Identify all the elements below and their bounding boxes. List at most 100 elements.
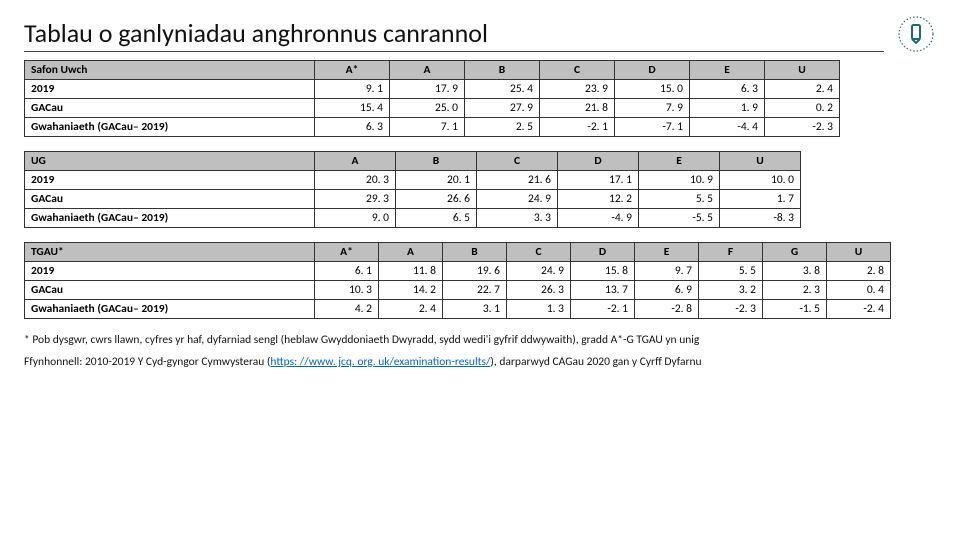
cell: 3. 8 <box>763 262 827 281</box>
cell: -2. 1 <box>571 300 635 319</box>
data-table: TGAU*A*ABCDEFGU20196. 111. 819. 624. 915… <box>24 242 891 319</box>
column-header: E <box>690 61 765 80</box>
cell: -2. 3 <box>765 118 840 137</box>
cell: 2. 8 <box>827 262 891 281</box>
source-link[interactable]: https: //www. jcq. org. uk/examination-r… <box>270 355 490 369</box>
cell: 12. 2 <box>558 190 639 209</box>
cell: -2. 3 <box>699 300 763 319</box>
column-header: D <box>571 243 635 262</box>
table-header-label: UG <box>25 152 315 171</box>
source-suffix: ), darparwyd CAGau 2020 gan y Cyrff Dyfa… <box>490 355 701 369</box>
cell: 15. 4 <box>315 99 390 118</box>
logo-badge <box>896 14 936 54</box>
cell: 2. 3 <box>763 281 827 300</box>
cell: 1. 9 <box>690 99 765 118</box>
cell: 5. 5 <box>699 262 763 281</box>
row-label: GACau <box>25 281 315 300</box>
column-header: C <box>540 61 615 80</box>
cell: 2. 4 <box>765 80 840 99</box>
cell: 25. 4 <box>465 80 540 99</box>
column-header: U <box>827 243 891 262</box>
column-header: B <box>396 152 477 171</box>
row-label: GACau <box>25 190 315 209</box>
cell: -4. 9 <box>558 209 639 228</box>
column-header: A* <box>315 243 379 262</box>
cell: -5. 5 <box>639 209 720 228</box>
tables-container: Safon UwchA*ABCDEU20199. 117. 925. 423. … <box>24 60 936 319</box>
cell: 22. 7 <box>443 281 507 300</box>
column-header: D <box>615 61 690 80</box>
cell: 2. 5 <box>465 118 540 137</box>
cell: 6. 3 <box>315 118 390 137</box>
cell: 4. 2 <box>315 300 379 319</box>
cell: -8. 3 <box>720 209 801 228</box>
column-header: A <box>379 243 443 262</box>
cell: 21. 6 <box>477 171 558 190</box>
row-label: 2019 <box>25 80 315 99</box>
cell: 10. 3 <box>315 281 379 300</box>
cell: 0. 4 <box>827 281 891 300</box>
column-header: C <box>477 152 558 171</box>
cell: 27. 9 <box>465 99 540 118</box>
table-header-label: TGAU* <box>25 243 315 262</box>
source-prefix: Ffynhonnell: 2010-2019 Y Cyd-gyngor Cymw… <box>24 355 270 369</box>
source-line: Ffynhonnell: 2010-2019 Y Cyd-gyngor Cymw… <box>24 355 936 369</box>
cell: 25. 0 <box>390 99 465 118</box>
page-title: Tablau o ganlyniadau anghronnus canranno… <box>24 17 884 52</box>
cell: 1. 7 <box>720 190 801 209</box>
cell: 10. 0 <box>720 171 801 190</box>
cell: 24. 9 <box>507 262 571 281</box>
cell: 11. 8 <box>379 262 443 281</box>
cell: 1. 3 <box>507 300 571 319</box>
cell: 3. 2 <box>699 281 763 300</box>
cell: 2. 4 <box>379 300 443 319</box>
column-header: B <box>465 61 540 80</box>
cell: 7. 1 <box>390 118 465 137</box>
cell: -7. 1 <box>615 118 690 137</box>
cell: -4. 4 <box>690 118 765 137</box>
cell: 21. 8 <box>540 99 615 118</box>
row-label: Gwahaniaeth (GACau– 2019) <box>25 209 315 228</box>
cell: 0. 2 <box>765 99 840 118</box>
cell: 24. 9 <box>477 190 558 209</box>
column-header: E <box>639 152 720 171</box>
cell: 5. 5 <box>639 190 720 209</box>
column-header: G <box>763 243 827 262</box>
cell: 10. 9 <box>639 171 720 190</box>
row-label: 2019 <box>25 171 315 190</box>
cell: 17. 1 <box>558 171 639 190</box>
cell: 6. 1 <box>315 262 379 281</box>
column-header: A* <box>315 61 390 80</box>
table-header-label: Safon Uwch <box>25 61 315 80</box>
cell: 19. 6 <box>443 262 507 281</box>
cell: 26. 6 <box>396 190 477 209</box>
column-header: A <box>315 152 396 171</box>
cell: 6. 3 <box>690 80 765 99</box>
row-label: 2019 <box>25 262 315 281</box>
cell: 20. 1 <box>396 171 477 190</box>
cell: -2. 4 <box>827 300 891 319</box>
cell: 15. 0 <box>615 80 690 99</box>
data-table: Safon UwchA*ABCDEU20199. 117. 925. 423. … <box>24 60 840 137</box>
column-header: A <box>390 61 465 80</box>
column-header: C <box>507 243 571 262</box>
column-header: U <box>720 152 801 171</box>
column-header: U <box>765 61 840 80</box>
cell: -2. 1 <box>540 118 615 137</box>
cell: 7. 9 <box>615 99 690 118</box>
cell: -2. 8 <box>635 300 699 319</box>
cell: 6. 9 <box>635 281 699 300</box>
column-header: B <box>443 243 507 262</box>
cell: 9. 1 <box>315 80 390 99</box>
cell: 26. 3 <box>507 281 571 300</box>
footnote: * Pob dysgwr, cwrs llawn, cyfres yr haf,… <box>24 333 936 347</box>
data-table: UGABCDEU201920. 320. 121. 617. 110. 910.… <box>24 151 801 228</box>
cell: 13. 7 <box>571 281 635 300</box>
column-header: E <box>635 243 699 262</box>
row-label: Gwahaniaeth (GACau– 2019) <box>25 300 315 319</box>
row-label: GACau <box>25 99 315 118</box>
cell: 14. 2 <box>379 281 443 300</box>
column-header: D <box>558 152 639 171</box>
cell: 3. 1 <box>443 300 507 319</box>
column-header: F <box>699 243 763 262</box>
